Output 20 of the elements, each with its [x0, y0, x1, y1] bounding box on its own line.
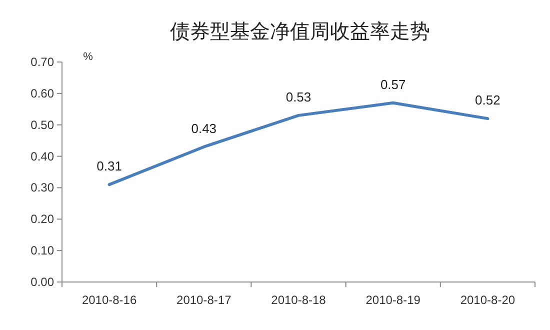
y-tick-label: 0.00 — [30, 275, 54, 289]
data-label: 0.43 — [191, 120, 217, 136]
y-tick-label: 0.40 — [30, 149, 54, 164]
data-label: 0.52 — [475, 92, 500, 108]
y-tick-label: 0.10 — [30, 244, 54, 258]
x-tick-label: 2010-8-20 — [460, 293, 516, 307]
data-label: 0.53 — [286, 89, 312, 104]
y-tick-label: 0.70 — [30, 55, 54, 69]
y-tick-label: 0.50 — [30, 118, 54, 132]
chart-title: 债券型基金净值周收益率走势 — [170, 21, 430, 43]
y-tick-label: 0.30 — [30, 180, 54, 195]
x-tick-label: 2010-8-18 — [271, 293, 326, 307]
y-tick-label: 0.20 — [30, 212, 54, 226]
x-tick-label: 2010-8-16 — [82, 293, 137, 307]
x-tick-label: 2010-8-17 — [176, 293, 232, 307]
data-label: 0.31 — [96, 158, 122, 174]
x-tick-label: 2010-8-19 — [366, 293, 421, 307]
y-axis-title: % — [83, 51, 94, 63]
y-tick-label: 0.60 — [30, 86, 54, 100]
data-label: 0.57 — [380, 76, 406, 92]
